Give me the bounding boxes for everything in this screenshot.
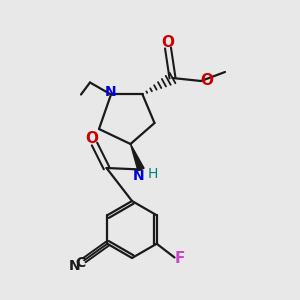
Text: N: N [105,85,117,99]
Polygon shape [130,144,144,171]
Text: O: O [161,35,175,50]
Text: O: O [200,73,213,88]
Text: O: O [85,131,98,146]
Text: N: N [133,169,144,183]
Text: H: H [148,167,158,181]
Text: C: C [75,256,86,270]
Text: F: F [175,251,185,266]
Text: N: N [68,259,80,273]
